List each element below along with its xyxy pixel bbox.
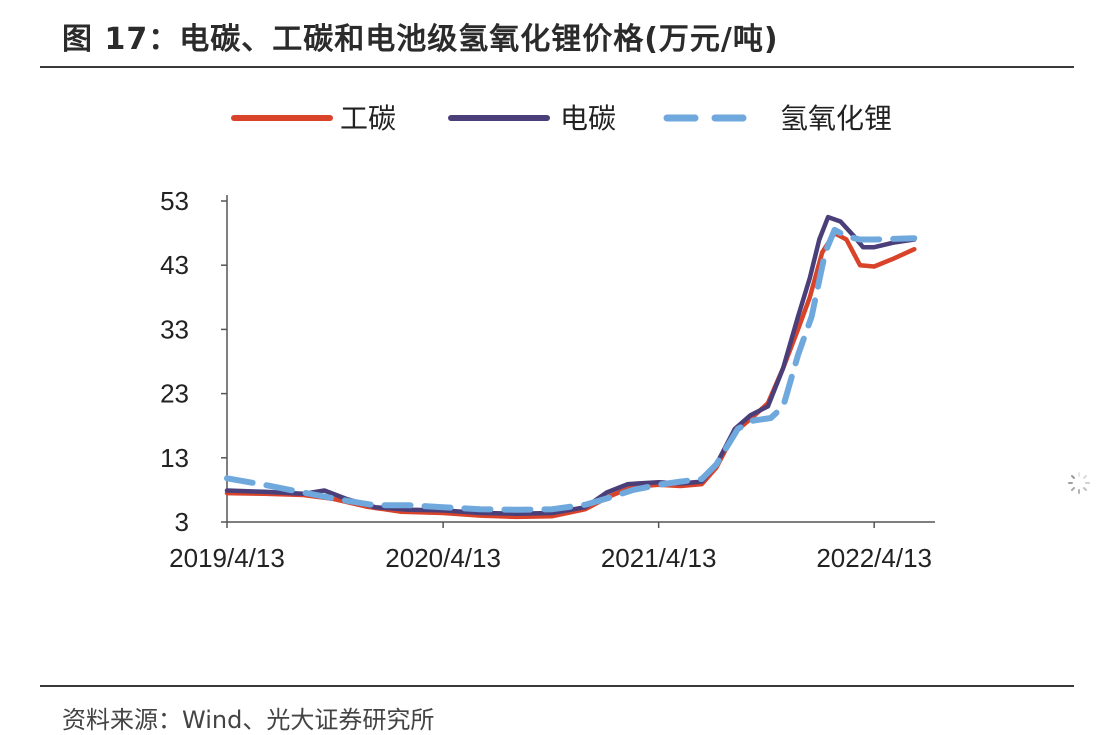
series-lines	[224, 214, 918, 520]
y-tick-label: 33	[160, 314, 189, 344]
series-line-1	[224, 214, 917, 516]
loading-spinner-icon	[1066, 470, 1092, 496]
source-rule	[40, 685, 1074, 687]
source-note: 资料来源：Wind、光大证券研究所	[62, 706, 435, 734]
legend-label-2: 氢氧化锂	[780, 102, 892, 135]
x-tick-label: 2021/4/13	[601, 543, 717, 573]
legend-label-0: 工碳	[340, 102, 396, 135]
x-tick-label: 2022/4/13	[816, 543, 932, 573]
y-tick-label: 53	[160, 186, 189, 216]
x-tick-label: 2019/4/13	[169, 543, 285, 573]
figure-title: 图 17：电碳、工碳和电池级氢氧化锂价格(万元/吨)	[62, 22, 779, 57]
y-tick-label: 13	[160, 443, 189, 473]
y-tick-label: 3	[175, 507, 189, 537]
axes: 3 13 23 33 43 53 2019/4/13 2020/4/13 2021/4/13 20…	[160, 186, 935, 573]
y-tick-label: 43	[160, 250, 189, 280]
y-tick-label: 23	[160, 379, 189, 409]
title-rule	[40, 66, 1074, 68]
x-tick-label: 2020/4/13	[385, 543, 501, 573]
legend-label-1: 电碳	[560, 102, 616, 135]
series-line-2	[224, 226, 918, 513]
legend: 工碳 电碳 氢氧化锂	[231, 102, 892, 135]
